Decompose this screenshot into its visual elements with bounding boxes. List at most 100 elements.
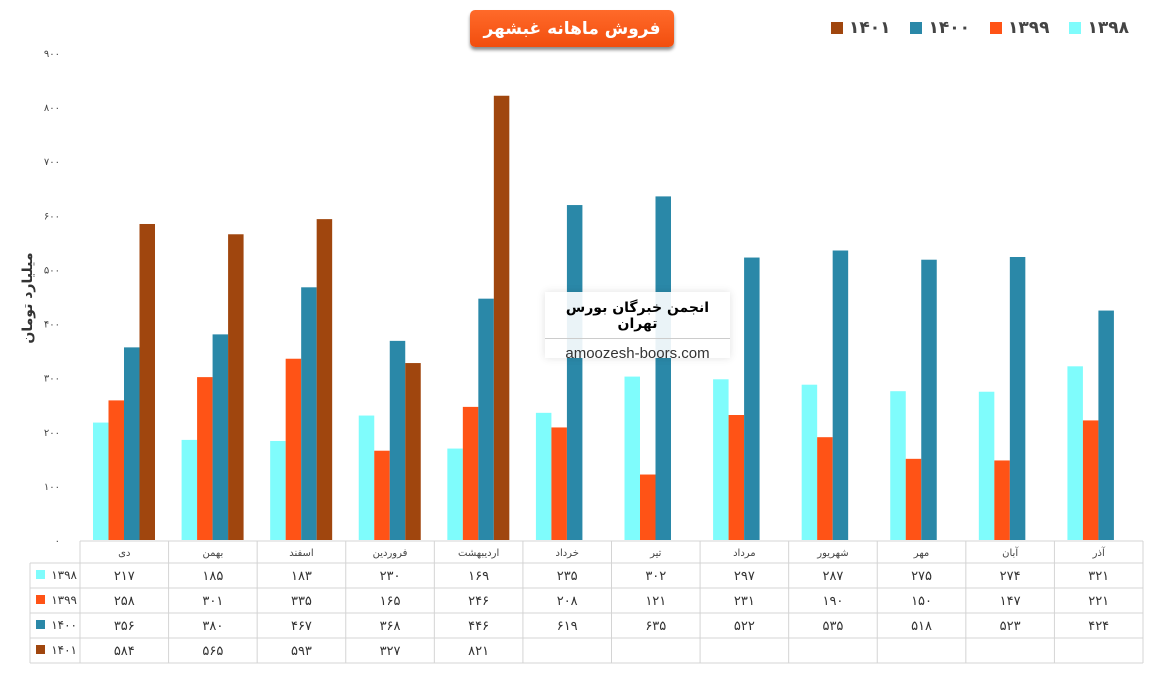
data-label: ۳۶۸ — [380, 619, 401, 634]
y-tick-label: ۱۰۰ — [44, 482, 60, 493]
bar-۱۴۰۱ — [228, 234, 244, 540]
table-legend-swatch — [36, 645, 45, 654]
y-tick-label: ۴۰۰ — [44, 320, 60, 331]
data-label: ۲۰۸ — [557, 594, 578, 609]
data-label: ۵۹۳ — [291, 644, 312, 659]
legend-swatch — [989, 22, 1002, 34]
bar-۱۴۰۰ — [1098, 310, 1114, 540]
data-label: ۲۳۱ — [734, 594, 755, 609]
bar-۱۳۹۹ — [994, 460, 1010, 540]
bar-۱۳۹۸ — [93, 422, 109, 540]
data-label: ۳۰۱ — [202, 594, 223, 609]
legend-label: ۱۳۹۹ — [1007, 18, 1050, 38]
legend-swatch — [910, 22, 923, 34]
data-label: ۱۸۵ — [202, 569, 223, 584]
data-label: ۲۳۰ — [380, 569, 401, 584]
watermark: انجمن خبرگان بورس تهران amoozesh-boors.c… — [545, 292, 730, 362]
bar-۱۴۰۰ — [832, 250, 849, 540]
data-label: ۵۳۵ — [822, 619, 843, 634]
bar-۱۳۹۸ — [624, 376, 640, 540]
category-label: خرداد — [556, 548, 579, 559]
chart-title: فروش ماهانه غبشهر — [470, 10, 674, 47]
bar-۱۳۹۸ — [181, 439, 198, 540]
data-label: ۱۸۳ — [291, 569, 312, 584]
bar-۱۳۹۸ — [978, 391, 995, 540]
watermark-url: amoozesh-boors.com — [565, 345, 710, 362]
bar-۱۴۰۰ — [124, 347, 140, 540]
bar-۱۳۹۹ — [197, 377, 213, 540]
category-label: تیر — [649, 548, 662, 559]
data-label: ۳۸۰ — [202, 619, 223, 634]
bar-۱۴۰۰ — [921, 259, 937, 540]
data-label: ۲۵۸ — [114, 594, 135, 609]
legend-label: ۱۳۹۸ — [1087, 18, 1129, 38]
bar-۱۳۹۹ — [640, 474, 656, 540]
data-label: ۵۱۸ — [911, 619, 932, 634]
y-tick-label: ۶۰۰ — [44, 211, 60, 222]
data-label: ۳۳۵ — [291, 594, 312, 609]
legend-item: ۱۳۹۹ — [989, 18, 1050, 38]
bar-۱۴۰۰ — [1009, 256, 1026, 540]
legend-label: ۱۴۰۰ — [928, 18, 970, 38]
bar-۱۴۰۰ — [301, 287, 317, 540]
table-legend-swatch — [36, 620, 45, 629]
data-label: ۲۸۷ — [822, 569, 843, 584]
legend-item: ۱۳۹۸ — [1069, 18, 1129, 38]
category-label: دی — [118, 548, 130, 559]
bar-۱۳۹۹ — [817, 437, 833, 540]
bar-۱۴۰۱ — [139, 223, 155, 541]
bar-۱۳۹۸ — [535, 412, 552, 540]
category-label: مهر — [913, 548, 929, 559]
table-series-label: ۱۴۰۱ — [51, 643, 77, 657]
bar-۱۴۰۰ — [478, 298, 494, 540]
bar-۱۳۹۹ — [108, 400, 124, 540]
watermark-name: انجمن خبرگان بورس تهران — [545, 300, 730, 339]
data-label: ۱۵۰ — [911, 594, 932, 609]
data-label: ۲۱۷ — [114, 569, 135, 584]
bar-۱۳۹۹ — [462, 406, 479, 540]
data-label: ۴۲۴ — [1088, 619, 1109, 634]
y-tick-label: ۹۰۰ — [44, 49, 60, 60]
data-label: ۲۴۶ — [468, 594, 489, 609]
data-label: ۲۳۵ — [557, 569, 578, 584]
data-label: ۱۴۷ — [1000, 594, 1021, 609]
bar-۱۳۹۹ — [551, 427, 567, 540]
bar-۱۳۹۹ — [728, 415, 745, 540]
category-label: اسفند — [289, 548, 313, 559]
bar-۱۳۹۸ — [801, 384, 818, 540]
bar-۱۴۰۱ — [405, 363, 421, 540]
data-label: ۳۰۲ — [645, 569, 666, 584]
data-label: ۲۲۱ — [1088, 594, 1109, 609]
bar-۱۴۰۰ — [389, 340, 406, 540]
data-label: ۱۲۱ — [645, 594, 666, 609]
data-label: ۲۷۴ — [1000, 569, 1021, 584]
category-label: اردیبهشت — [458, 548, 499, 559]
data-label: ۵۶۵ — [202, 644, 223, 659]
bar-۱۳۹۹ — [374, 450, 390, 540]
data-label: ۳۲۷ — [380, 644, 401, 659]
data-label: ۲۹۷ — [734, 569, 755, 584]
data-label: ۳۵۶ — [114, 619, 135, 634]
legend-swatch — [830, 22, 843, 34]
table-series-label: ۱۳۹۸ — [51, 568, 77, 582]
y-tick-label: ۷۰۰ — [44, 157, 60, 168]
bar-۱۴۰۰ — [566, 205, 583, 540]
bar-۱۳۹۸ — [358, 415, 375, 540]
data-label: ۵۲۲ — [734, 619, 755, 634]
bar-۱۴۰۰ — [744, 257, 760, 540]
table-legend-swatch — [36, 595, 45, 604]
bar-۱۳۹۹ — [285, 358, 302, 540]
data-label: ۴۴۶ — [468, 619, 489, 634]
data-label: ۶۱۹ — [557, 619, 578, 634]
data-label: ۱۹۰ — [822, 594, 843, 609]
bar-۱۳۹۹ — [1082, 420, 1099, 540]
bar-۱۴۰۱ — [493, 95, 510, 541]
bar-۱۳۹۸ — [713, 379, 729, 540]
data-label: ۴۶۷ — [291, 619, 312, 634]
bar-۱۳۹۹ — [905, 458, 922, 540]
table-series-label: ۱۳۹۹ — [51, 593, 77, 607]
category-label: شهریور — [816, 548, 848, 559]
y-tick-label: ۲۰۰ — [44, 428, 60, 439]
data-label: ۶۳۵ — [645, 619, 666, 634]
